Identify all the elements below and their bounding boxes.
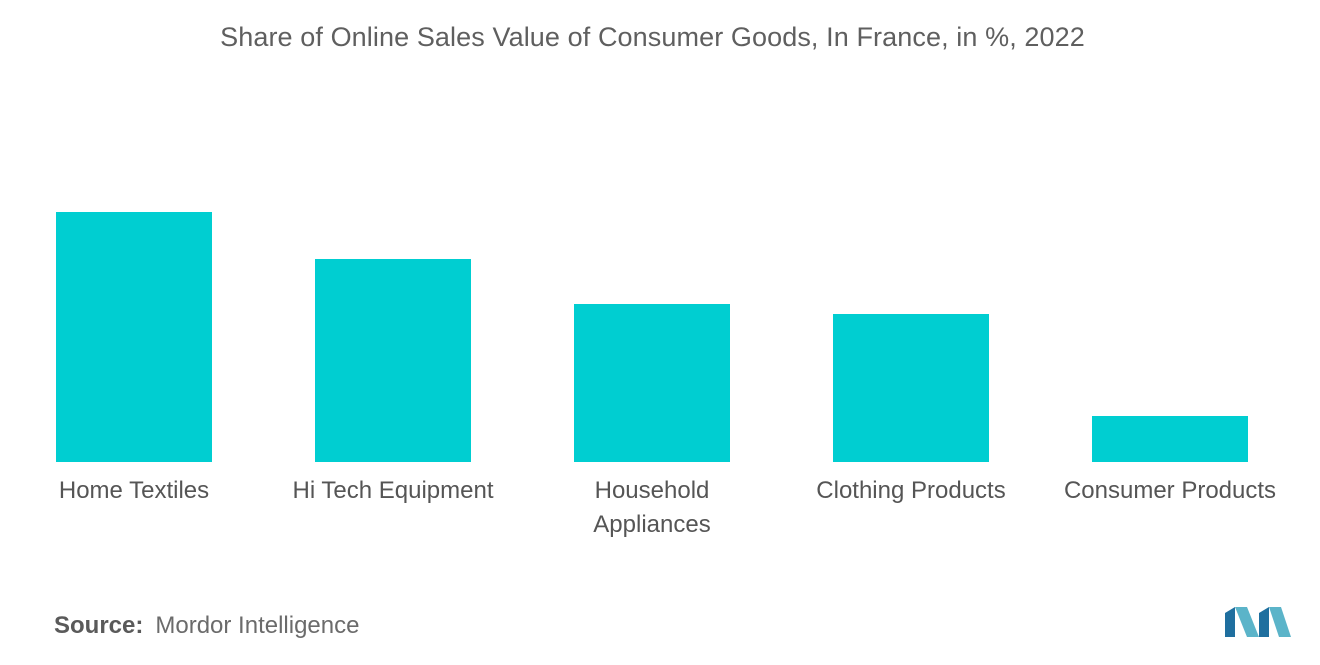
bar-4 xyxy=(1092,416,1248,462)
x-axis-labels: Home Textiles Hi Tech Equipment Household A… xyxy=(59,477,1276,538)
bar-1 xyxy=(315,259,471,462)
bar-0 xyxy=(56,212,212,462)
source-note: Source: Mordor Intelligence xyxy=(54,612,359,640)
x-tick-label-1: Hi Tech Equipment xyxy=(293,477,494,504)
x-tick-label-2: Household Appliances xyxy=(593,477,710,538)
bars-group xyxy=(56,212,1248,462)
bar-3 xyxy=(833,314,989,462)
mordor-intelligence-logo-icon xyxy=(1225,607,1291,637)
x-tick-label-0: Home Textiles xyxy=(59,477,209,504)
x-tick-label-3: Clothing Products xyxy=(816,477,1005,504)
chart-title: Share of Online Sales Value of Consumer … xyxy=(220,22,1085,52)
bar-chart: Home Textiles Hi Tech Equipment Household A… xyxy=(56,212,1276,538)
source-text: Mordor Intelligence xyxy=(155,612,360,639)
x-tick-label-4: Consumer Products xyxy=(1064,477,1276,504)
bar-2 xyxy=(574,304,730,462)
source-label: Source: xyxy=(54,612,144,639)
